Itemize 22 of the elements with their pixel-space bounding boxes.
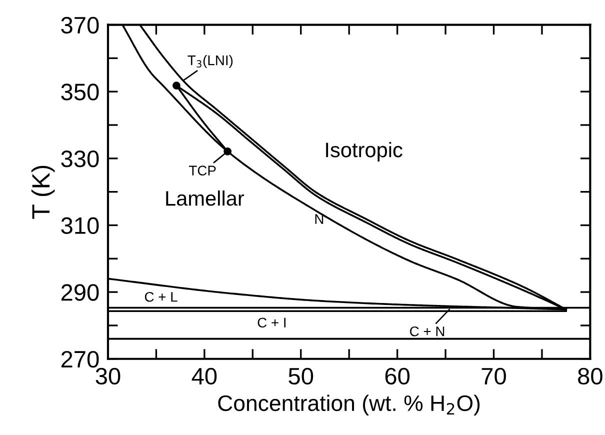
- y-tick-label: 370: [61, 16, 99, 34]
- y-tick-label: 350: [61, 84, 99, 100]
- y-tick-label: 310: [61, 217, 99, 234]
- x-tick-label: 30: [96, 368, 120, 385]
- annotation: C + L: [144, 292, 178, 302]
- annotation: TCP: [189, 166, 216, 176]
- x-tick-label: 70: [482, 368, 506, 385]
- annotation: Isotropic: [326, 142, 402, 162]
- x-tick-label: 60: [385, 368, 410, 385]
- annotation: Lamellar: [166, 190, 244, 206]
- x-axis-title: Concentration (wt. % H$_{2}$O): [218, 394, 480, 416]
- annotation: C + I: [258, 318, 286, 328]
- x-tick-label: 50: [288, 368, 314, 385]
- y-axis-title: T (K): [31, 166, 55, 219]
- x-tick-label: 80: [578, 368, 602, 385]
- annotation: N: [315, 214, 324, 224]
- x-tick-label: 40: [192, 368, 217, 385]
- annotation: C + N: [410, 326, 444, 336]
- y-tick-label: 270: [61, 350, 99, 368]
- annotation: T$_{3}$(LNI): [188, 55, 233, 68]
- y-tick-label: 290: [61, 284, 99, 301]
- y-tick-label: 330: [61, 150, 99, 168]
